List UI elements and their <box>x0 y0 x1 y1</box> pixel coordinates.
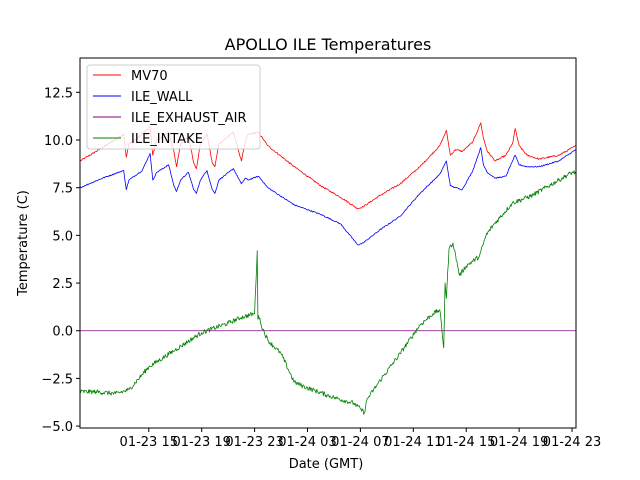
y-tick-label: −5.0 <box>41 420 73 435</box>
x-axis-label: Date (GMT) <box>289 457 364 472</box>
legend: MV70 ILE_WALL ILE_EXHAUST_AIR ILE_INTAKE <box>86 64 261 150</box>
x-tick-label: 01-24 07 <box>331 435 389 450</box>
x-tick-label: 01-24 15 <box>437 435 495 450</box>
y-tick-label: 0.0 <box>52 325 73 340</box>
x-tick-label: 01-24 11 <box>384 435 442 450</box>
x-tick-label: 01-24 19 <box>490 435 548 450</box>
legend-label-ile-wall: ILE_WALL <box>131 90 193 105</box>
chart-title: APOLLO ILE Temperatures <box>225 35 432 54</box>
y-axis-ticks: −5.0 −2.5 0.0 2.5 5.0 7.5 10.0 12.5 <box>41 86 80 435</box>
x-tick-label: 01-24 23 <box>543 435 601 450</box>
y-tick-label: 12.5 <box>44 86 73 101</box>
series-line-ile-wall <box>80 147 576 246</box>
y-tick-label: 10.0 <box>44 134 73 149</box>
x-tick-label: 01-24 03 <box>278 435 336 450</box>
legend-label-ile-intake: ILE_INTAKE <box>131 132 203 147</box>
x-tick-label: 01-23 19 <box>172 435 230 450</box>
y-axis-label: Temperature (C) <box>16 190 31 297</box>
y-tick-label: 5.0 <box>52 229 73 244</box>
y-tick-label: 2.5 <box>52 277 73 292</box>
legend-label-ile-exhaust-air: ILE_EXHAUST_AIR <box>131 111 247 126</box>
y-tick-label: 7.5 <box>52 182 73 197</box>
y-tick-label: −2.5 <box>41 372 73 387</box>
legend-label-mv70: MV70 <box>131 69 168 84</box>
x-tick-label: 01-23 15 <box>120 435 178 450</box>
series-line-ile-intake <box>80 170 576 415</box>
legend-box <box>86 64 261 150</box>
x-tick-label: 01-23 23 <box>225 435 283 450</box>
plot-frame <box>79 57 577 429</box>
